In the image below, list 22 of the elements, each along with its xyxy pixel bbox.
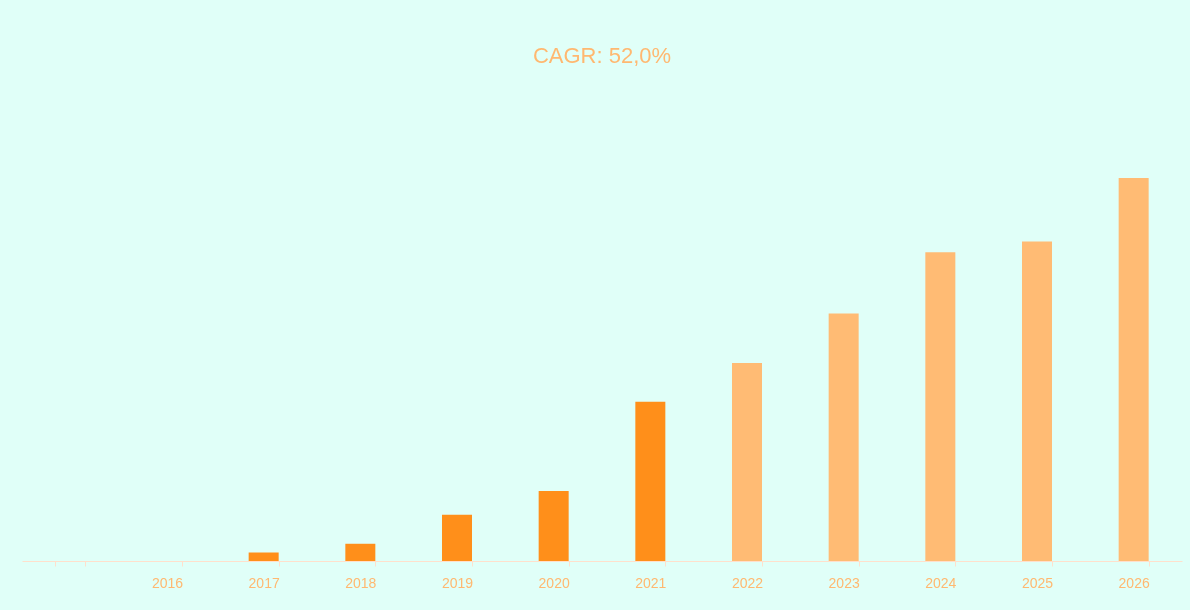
bar xyxy=(732,362,762,561)
x-tick-label: 2021 xyxy=(635,574,667,591)
bar xyxy=(1022,241,1052,561)
x-tick-label: 2026 xyxy=(1118,574,1150,591)
bar xyxy=(1118,178,1149,561)
bar xyxy=(635,401,666,561)
bar xyxy=(925,252,956,561)
x-tick-label: 2018 xyxy=(345,574,377,591)
x-tick-label: 2017 xyxy=(248,574,280,591)
chart-title: CAGR: 52,0% xyxy=(532,43,672,68)
bar xyxy=(538,490,569,561)
x-tick-label: 2024 xyxy=(925,574,957,591)
x-tick-label: 2025 xyxy=(1021,574,1054,591)
x-tick-label: 2022 xyxy=(731,574,764,591)
x-tick-label: 2019 xyxy=(441,574,474,591)
x-tick-label: 2020 xyxy=(538,574,570,591)
bar xyxy=(248,552,279,561)
x-tick-label: 2016 xyxy=(151,574,184,591)
bar xyxy=(828,313,859,561)
x-tick-label: 2023 xyxy=(828,574,860,591)
bar xyxy=(442,514,472,561)
bar xyxy=(345,543,376,561)
